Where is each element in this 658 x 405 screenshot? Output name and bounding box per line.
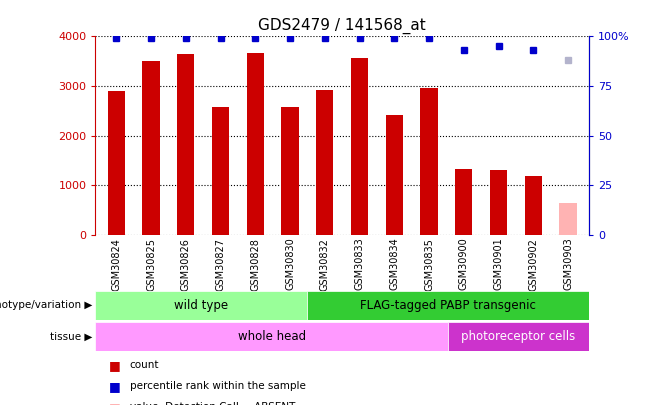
Bar	[386, 115, 403, 235]
Bar	[282, 107, 299, 235]
Bar	[95, 322, 448, 351]
Bar	[95, 291, 307, 320]
Bar	[455, 169, 472, 235]
Bar	[212, 107, 229, 235]
Text: FLAG-tagged PABP transgenic: FLAG-tagged PABP transgenic	[360, 299, 536, 312]
Title: GDS2479 / 141568_at: GDS2479 / 141568_at	[259, 17, 426, 34]
Bar	[307, 291, 589, 320]
Bar	[448, 322, 589, 351]
Text: photoreceptor cells: photoreceptor cells	[461, 330, 576, 343]
Bar	[107, 91, 125, 235]
Bar	[247, 53, 264, 235]
Text: wild type: wild type	[174, 299, 228, 312]
Text: count: count	[130, 360, 159, 370]
Text: value, Detection Call = ABSENT: value, Detection Call = ABSENT	[130, 403, 295, 405]
Bar	[351, 58, 368, 235]
Text: whole head: whole head	[238, 330, 306, 343]
Text: ■: ■	[109, 359, 120, 372]
Text: ■: ■	[109, 380, 120, 393]
Bar	[559, 202, 577, 235]
Bar	[316, 90, 334, 235]
Text: genotype/variation ▶: genotype/variation ▶	[0, 301, 92, 310]
Text: tissue ▶: tissue ▶	[50, 332, 92, 341]
Text: ■: ■	[109, 401, 120, 405]
Bar	[177, 54, 195, 235]
Bar	[420, 88, 438, 235]
Text: percentile rank within the sample: percentile rank within the sample	[130, 382, 305, 391]
Bar	[490, 170, 507, 235]
Bar	[142, 61, 160, 235]
Bar	[524, 176, 542, 235]
